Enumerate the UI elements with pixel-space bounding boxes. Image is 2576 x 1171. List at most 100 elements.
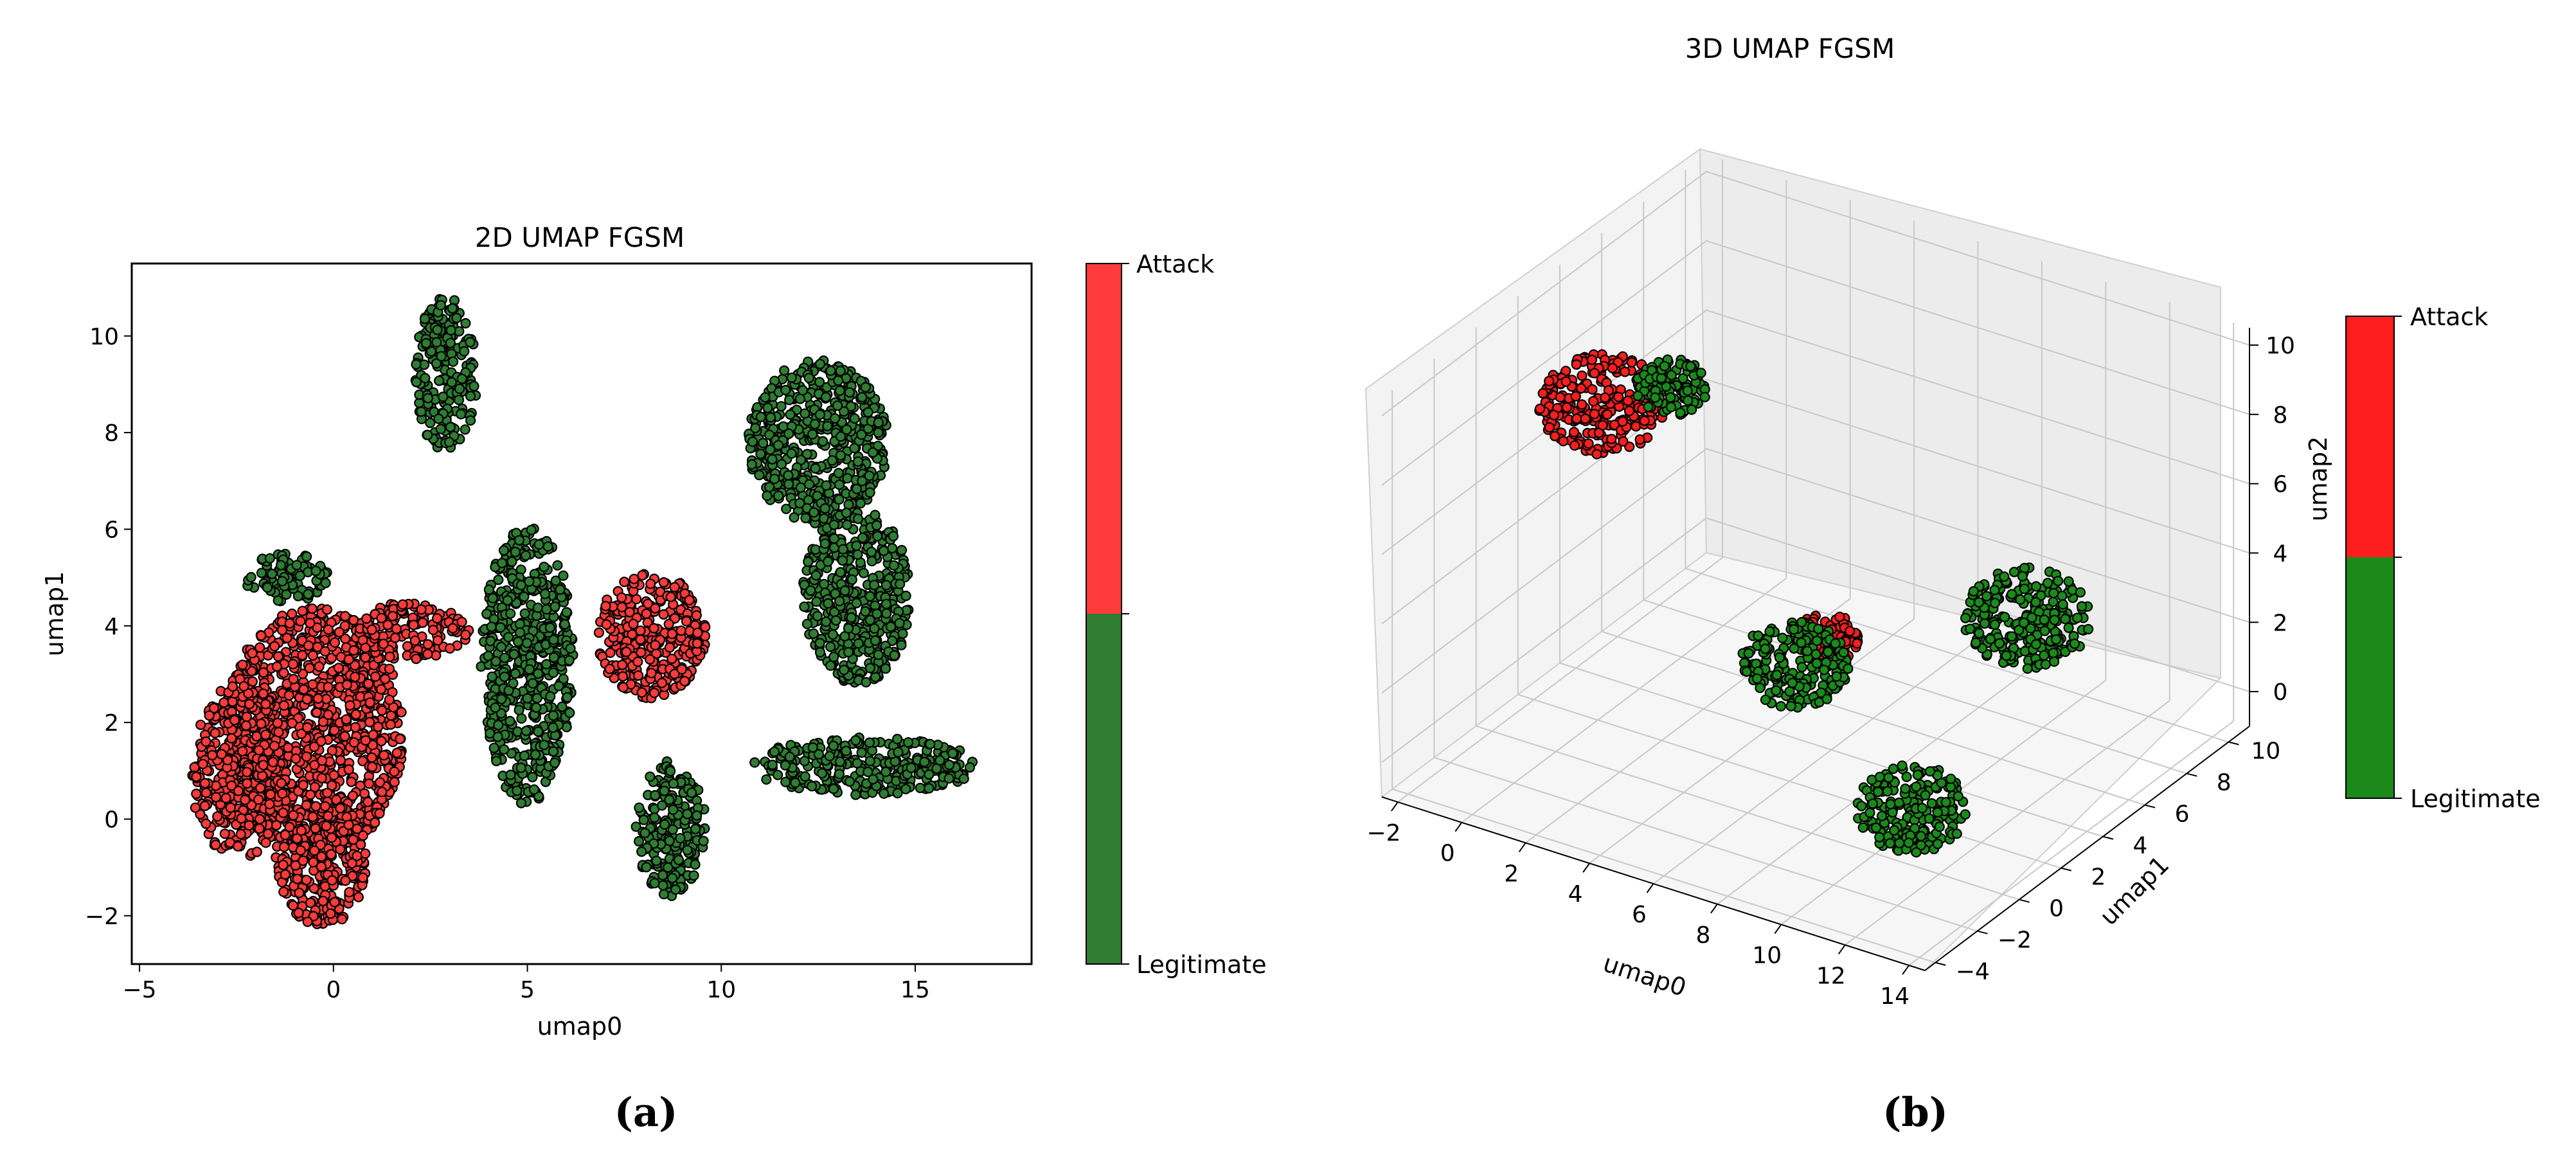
legitimate-point xyxy=(550,601,560,612)
legitimate-point xyxy=(789,512,800,523)
attack-point xyxy=(416,604,427,615)
attack-point xyxy=(276,778,287,789)
legitimate-point xyxy=(496,693,507,704)
legitimate-point xyxy=(769,746,780,757)
legitimate-point xyxy=(515,798,527,809)
legitimate-point xyxy=(828,783,839,794)
x-tick-label: 10 xyxy=(706,977,736,1003)
chart-3d: 3D UMAP FGSM −202468101214−4−20246810024… xyxy=(1364,33,2541,1010)
attack-point xyxy=(1597,420,1608,431)
legitimate-point xyxy=(755,411,767,422)
attack-point xyxy=(648,623,659,634)
attack-point xyxy=(350,722,361,733)
legitimate-point xyxy=(827,629,839,640)
attack-point xyxy=(692,638,702,649)
attack-point xyxy=(254,823,265,834)
legitimate-point xyxy=(858,568,869,578)
attack-point xyxy=(321,821,332,832)
legitimate-point xyxy=(851,483,863,494)
attack-point xyxy=(386,710,397,721)
legitimate-point xyxy=(659,819,670,830)
legitimate-point xyxy=(502,594,513,606)
legitimate-point xyxy=(483,650,494,661)
legitimate-point xyxy=(834,479,845,490)
legitimate-point xyxy=(850,789,861,800)
attack-point xyxy=(447,623,458,634)
legitimate-point xyxy=(539,589,551,600)
attack-point xyxy=(362,796,373,807)
attack-point xyxy=(366,762,378,773)
attack-point xyxy=(240,794,251,805)
attack-point xyxy=(650,603,661,614)
legitimate-point xyxy=(682,809,693,819)
attack-point xyxy=(336,914,348,925)
legitimate-point xyxy=(870,672,881,683)
attack-point xyxy=(316,773,327,783)
legitimate-point xyxy=(422,429,433,440)
legitimate-point xyxy=(758,438,769,449)
legitimate-point xyxy=(682,845,693,855)
attack-point xyxy=(244,699,255,710)
legitimate-point xyxy=(493,720,504,731)
legitimate-point xyxy=(857,532,868,543)
legitimate-point xyxy=(820,391,832,403)
attack-point xyxy=(357,872,368,883)
attack-point xyxy=(323,810,334,821)
attack-point xyxy=(298,684,309,695)
legitimate-point xyxy=(522,693,533,704)
attack-point xyxy=(1602,409,1613,420)
attack-point xyxy=(1589,409,1600,420)
attack-point xyxy=(396,707,407,718)
attack-point xyxy=(220,792,231,803)
legitimate-point xyxy=(640,827,650,839)
attack-point xyxy=(326,875,337,886)
attack-point xyxy=(287,659,299,670)
legitimate-point xyxy=(514,627,526,638)
attack-point xyxy=(675,625,686,636)
attack-point xyxy=(329,897,340,907)
attack-point xyxy=(632,670,644,681)
legitimate-point xyxy=(799,601,810,612)
legitimate-point xyxy=(794,393,806,404)
legitimate-point xyxy=(767,454,778,465)
attack-point xyxy=(1571,359,1582,370)
legitimate-point xyxy=(649,812,660,823)
attack-point xyxy=(1534,403,1546,415)
attack-point xyxy=(335,803,346,814)
legitimate-point xyxy=(264,553,275,564)
attack-point xyxy=(1555,391,1566,403)
attack-point xyxy=(636,647,647,658)
attack-point xyxy=(658,609,669,620)
attack-point xyxy=(1561,402,1572,413)
attack-point xyxy=(432,635,443,646)
legitimate-point xyxy=(1695,368,1706,379)
attack-point xyxy=(260,699,271,710)
x-tick-label: 5 xyxy=(520,977,535,1003)
attack-point xyxy=(278,700,289,711)
legitimate-point xyxy=(550,757,560,768)
attack-point xyxy=(305,618,316,629)
legitimate-point xyxy=(1775,701,1786,712)
legitimate-point xyxy=(1675,407,1686,418)
attack-point xyxy=(210,728,220,738)
chart-2d-points xyxy=(187,294,978,929)
legitimate-point xyxy=(291,560,302,571)
legitimate-point xyxy=(750,422,761,434)
legitimate-point xyxy=(828,519,839,530)
legitimate-point xyxy=(835,450,846,461)
attack-point xyxy=(291,753,301,764)
attack-point xyxy=(295,616,306,627)
attack-point xyxy=(211,792,222,803)
legitimate-point xyxy=(657,880,668,891)
attack-point xyxy=(422,639,434,650)
legitimate-point xyxy=(881,608,892,619)
legitimate-point xyxy=(281,589,292,600)
legitimate-point xyxy=(850,735,861,746)
attack-point xyxy=(273,651,283,662)
attack-point xyxy=(377,787,388,798)
legitimate-point xyxy=(495,622,506,633)
attack-point xyxy=(391,747,402,758)
attack-point xyxy=(201,787,211,798)
attack-point xyxy=(301,693,312,705)
legitimate-point xyxy=(800,512,811,524)
